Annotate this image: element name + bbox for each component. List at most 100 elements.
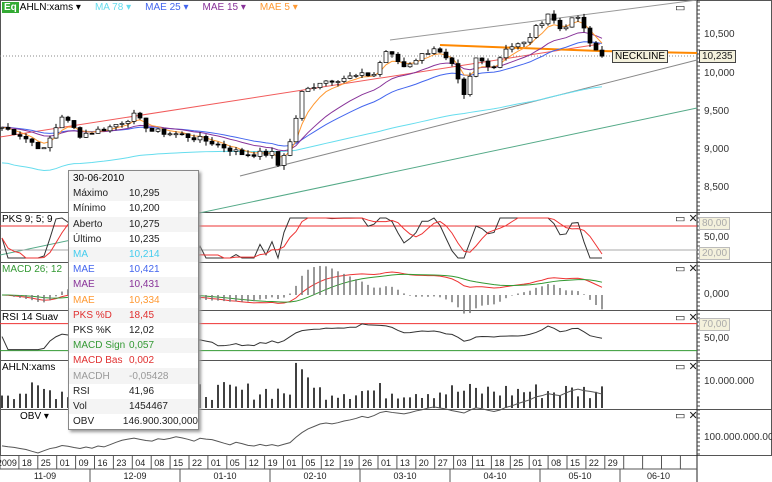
candle-body <box>473 57 479 77</box>
date-tick-label: 2009 <box>0 458 17 468</box>
date-tick-label: 09 <box>79 458 89 468</box>
volume-tick: 10.000.000 <box>704 376 755 387</box>
candle-body <box>479 57 485 62</box>
tooltip-row: PKS %K 12,02 <box>73 324 155 336</box>
rsi-label[interactable]: RSI 14 Suav <box>2 312 59 323</box>
candle-body <box>539 23 545 26</box>
candle-body <box>389 51 395 55</box>
candle-body <box>11 129 17 135</box>
candle-body <box>599 49 605 57</box>
pks-label[interactable]: PKS 9; 5; 9 <box>2 214 53 225</box>
candle-body <box>65 116 71 121</box>
candle-body <box>35 142 41 150</box>
date-tick-label: 19 <box>343 458 353 468</box>
obv-tick: 100.000.000.000 <box>704 432 772 443</box>
candle-body <box>449 57 455 64</box>
candle-body <box>203 136 209 142</box>
date-tick-label: 20 <box>419 458 429 468</box>
candle-body <box>371 74 377 77</box>
tooltip-row: MACD Bas 0,002 <box>73 355 155 367</box>
indicator-selector[interactable]: MAE 25 ▾ <box>145 2 189 13</box>
moving-average-line <box>1 20 603 158</box>
candle-body <box>455 63 461 80</box>
candle-body <box>551 13 557 21</box>
neckline-label[interactable]: NECKLINE <box>612 50 669 63</box>
candle-body <box>0 126 5 129</box>
obv-line <box>1 388 603 454</box>
macd-tick: 0,000 <box>704 289 730 300</box>
symbol-selector[interactable]: Eq AHLN:xams ▾ <box>2 2 81 13</box>
candle-body <box>383 51 389 63</box>
candle-body <box>107 126 113 132</box>
candle-body <box>155 128 161 132</box>
maximize-icon[interactable]: ▭ <box>675 2 686 14</box>
candle-body <box>221 144 227 149</box>
candle-body <box>491 66 497 69</box>
candle-body <box>263 150 269 156</box>
candle-body <box>311 87 317 89</box>
candle-body <box>521 41 527 45</box>
candle-body <box>191 137 197 141</box>
candle-body <box>467 75 473 95</box>
maximize-icon[interactable]: ▭ ✕ <box>675 263 698 275</box>
tooltip-row: MAE 10,431 <box>69 277 198 293</box>
indicator-selector[interactable]: MA 78 ▾ <box>94 2 132 13</box>
candle-body <box>515 43 521 48</box>
moving-average-line <box>1 86 603 172</box>
candle-body <box>545 13 551 25</box>
candle-body <box>401 61 407 68</box>
candle-body <box>185 133 191 139</box>
maximize-icon[interactable]: ▭ ✕ <box>675 213 698 225</box>
date-tick-label: 12 <box>249 458 259 468</box>
date-tick-label: 01 <box>60 458 70 468</box>
candle-body <box>101 128 107 132</box>
candle-body <box>569 17 575 28</box>
candle-body <box>305 87 311 92</box>
candle-body <box>77 127 83 138</box>
price-tick: 8,500 <box>704 182 730 193</box>
month-label: 04-10 <box>483 471 506 481</box>
candle-body <box>365 72 371 77</box>
date-tick-label: 08 <box>154 458 164 468</box>
tooltip-row: Aberto 10,275 <box>69 216 198 232</box>
month-label: 05-10 <box>568 471 591 481</box>
indicator-selector[interactable]: MAE 15 ▾ <box>202 2 246 13</box>
date-tick-label: 03 <box>457 458 467 468</box>
candle-body <box>125 121 131 124</box>
candle-body <box>377 62 383 75</box>
candle-body <box>131 112 137 122</box>
tooltip-row: OBV 146.900.300,000 <box>73 416 198 428</box>
month-label: 02-10 <box>303 471 326 481</box>
maximize-icon[interactable]: ▭ ✕ <box>675 361 698 373</box>
date-tick-label: 04 <box>135 458 145 468</box>
date-tick-label: 29 <box>608 458 618 468</box>
maximize-icon[interactable]: ▭ ✕ <box>675 312 698 324</box>
macd-label[interactable]: MACD 26; 12 <box>2 264 63 275</box>
candle-body <box>335 81 341 83</box>
candle-body <box>17 134 23 137</box>
candle-body <box>257 150 263 157</box>
tooltip-row: MACD Sign 0,057 <box>69 338 198 354</box>
date-tick-label: 08 <box>551 458 561 468</box>
candle-body <box>503 48 509 59</box>
candle-body <box>563 26 569 30</box>
candle-body <box>413 60 419 65</box>
obv-label[interactable]: OBV ▾ <box>20 411 49 422</box>
trendline-channel <box>389 0 698 41</box>
candle-body <box>47 137 53 149</box>
rsi-70-tag: 70,00 <box>699 318 731 331</box>
maximize-icon[interactable]: ▭ ✕ <box>675 410 698 422</box>
pks-tick: 50,00 <box>704 232 730 243</box>
price-tick: 10,500 <box>704 29 735 40</box>
date-tick-label: 16 <box>98 458 108 468</box>
volume-label[interactable]: AHLN:xams <box>2 362 56 373</box>
candle-body <box>341 77 347 82</box>
indicator-selector[interactable]: MAE 5 ▾ <box>259 2 298 13</box>
tooltip-row: PKS %D 18,45 <box>69 307 198 323</box>
candle-body <box>251 154 257 157</box>
tooltip-row: RSI 41,96 <box>73 385 155 397</box>
tooltip-row: MA 10,214 <box>69 246 198 263</box>
candle-body <box>323 80 329 84</box>
candle-body <box>41 147 47 150</box>
